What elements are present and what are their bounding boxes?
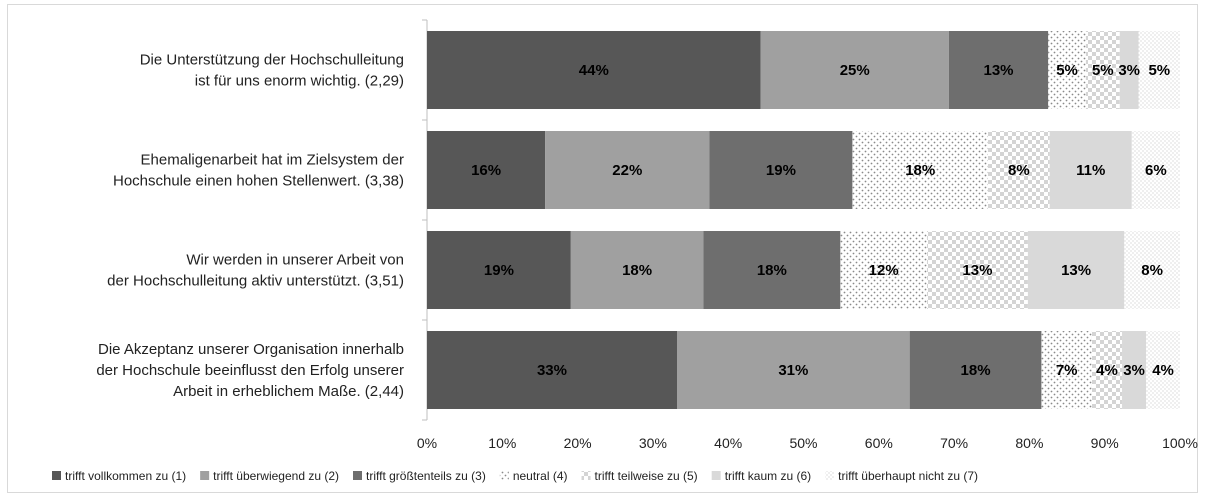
data-label: 13% <box>984 62 1014 79</box>
data-label: 19% <box>766 162 796 179</box>
bar-segment <box>1122 331 1147 409</box>
bar-segment <box>948 31 1049 109</box>
bar-segment <box>1027 231 1125 309</box>
legend-swatch <box>200 471 210 480</box>
bar-segment <box>1146 331 1180 409</box>
legend-label: trifft teilweise zu (5) <box>595 469 698 483</box>
x-tick-label: 10% <box>488 435 516 451</box>
legend: trifft vollkommen zu (1) trifft überwiege… <box>52 469 978 483</box>
data-label: 8% <box>1008 162 1030 179</box>
bar-segment <box>1138 31 1180 109</box>
bar-segment <box>676 331 910 409</box>
data-label: 12% <box>869 262 899 279</box>
bar-segment <box>709 131 853 209</box>
data-label: 3% <box>1123 362 1145 379</box>
bar-segment <box>1041 331 1092 409</box>
bar-segment <box>1048 31 1086 109</box>
legend-label: trifft kaum zu (6) <box>725 469 811 483</box>
bar-segment <box>987 131 1050 209</box>
bar-segment <box>703 231 841 309</box>
data-label: 18% <box>905 162 935 179</box>
data-label: 18% <box>961 362 991 379</box>
bar-segment <box>909 331 1042 409</box>
bars-layer <box>427 31 1180 409</box>
bar-segment <box>427 231 571 309</box>
bar-segment <box>1085 31 1120 109</box>
data-label: 13% <box>962 262 992 279</box>
bar-segment <box>545 131 710 209</box>
legend-swatch <box>353 471 362 480</box>
x-tick-label: 0% <box>417 435 437 451</box>
legend-label: trifft größtenteils zu (3) <box>366 469 486 483</box>
x-tick-label: 100% <box>1162 435 1198 451</box>
x-tick-label: 90% <box>1091 435 1119 451</box>
bar-segment <box>570 231 704 309</box>
data-label: 4% <box>1096 362 1118 379</box>
data-label: 13% <box>1061 262 1091 279</box>
legend-label: trifft vollkommen zu (1) <box>65 469 186 483</box>
data-label: 4% <box>1152 362 1174 379</box>
data-label: 5% <box>1148 62 1170 79</box>
legend-label: trifft überhaupt nicht zu (7) <box>838 469 978 483</box>
data-label: 33% <box>537 362 567 379</box>
data-label: 16% <box>471 162 501 179</box>
data-label: 3% <box>1118 62 1140 79</box>
legend-swatch <box>52 471 61 480</box>
data-label: 8% <box>1141 262 1163 279</box>
x-tick-label: 70% <box>940 435 968 451</box>
bar-segment <box>427 31 761 109</box>
x-tick-label: 50% <box>789 435 817 451</box>
category-labels-layer: Die Unterstützung der Hochschulleitung is… <box>96 52 404 401</box>
legend-label: neutral (4) <box>513 469 568 483</box>
bar-segment <box>1049 131 1132 209</box>
bar-segment <box>427 331 677 409</box>
data-label: 19% <box>484 262 514 279</box>
category-label: Die Unterstützung der Hochschulleitung is… <box>140 52 404 90</box>
bar-segment <box>1091 331 1123 409</box>
data-label: 5% <box>1092 62 1114 79</box>
legend-swatch <box>581 471 591 480</box>
data-label: 6% <box>1145 162 1167 179</box>
bar-segment <box>926 231 1028 309</box>
x-tick-label: 40% <box>714 435 742 451</box>
x-tick-label: 30% <box>639 435 667 451</box>
bar-segment <box>852 131 988 209</box>
data-label: 18% <box>757 262 787 279</box>
bar-segment <box>760 31 949 109</box>
legend-swatch <box>711 471 721 480</box>
data-label: 22% <box>612 162 642 179</box>
bar-segment <box>840 231 927 309</box>
data-label: 44% <box>579 62 609 79</box>
data-label: 11% <box>1076 162 1105 179</box>
x-tick-label: 20% <box>564 435 592 451</box>
data-label: 25% <box>840 62 870 79</box>
data-label: 31% <box>778 362 808 379</box>
bar-segment <box>427 131 546 209</box>
category-label: Wir werden in unserer Arbeit von der Hoch… <box>107 252 404 290</box>
data-label: 18% <box>622 262 652 279</box>
legend-swatch <box>825 471 835 480</box>
data-labels-layer: 44% 25% 13% 5% 5% 3% 5%16% 22% 19% 18% 8% 11% 6%19% 1… <box>471 62 1174 379</box>
category-label: Ehemaligenarbeit hat im Zielsystem der Ho… <box>113 152 404 190</box>
data-label: 7% <box>1056 362 1078 379</box>
bar-segment <box>1119 31 1139 109</box>
x-tick-label: 60% <box>865 435 893 451</box>
bar-segment <box>1131 131 1180 209</box>
bar-segment <box>1124 231 1180 309</box>
x-tick-label: 80% <box>1015 435 1043 451</box>
legend-swatch <box>499 471 509 480</box>
category-label: Die Akzeptanz unserer Organisation inner… <box>96 341 404 400</box>
data-label: 5% <box>1056 62 1078 79</box>
legend-label: trifft überwiegend zu (2) <box>213 469 339 483</box>
